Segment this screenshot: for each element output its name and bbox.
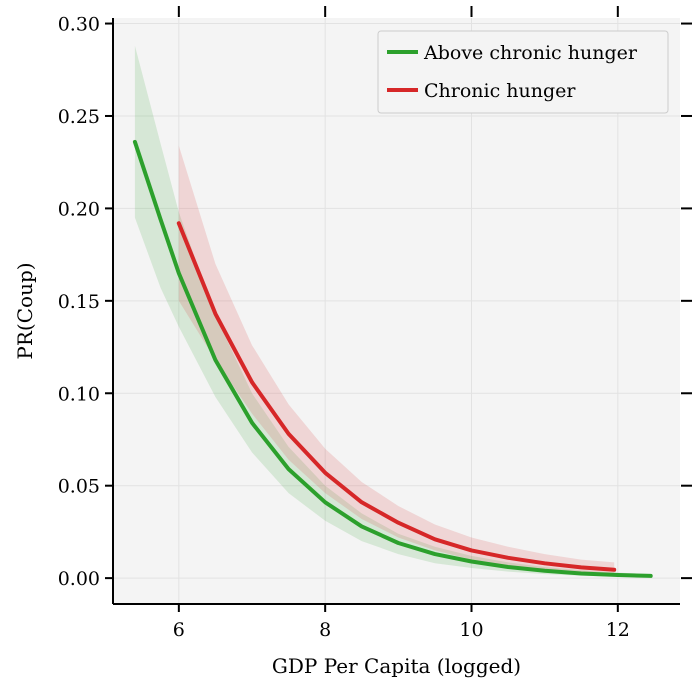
x-tick-labels: 6 8 10 12 [173,619,630,641]
legend-label-above-chronic-hunger: Above chronic hunger [423,42,638,64]
legend: Above chronic hunger Chronic hunger [377,30,669,114]
band-above-chronic-hunger [134,45,651,578]
x-axis-title: GDP Per Capita (logged) [272,654,521,678]
y-tick-label: 0.05 [58,476,100,498]
y-tick-label: 0.15 [58,291,100,313]
y-tick-label: 0.10 [58,383,100,405]
confidence-bands [134,45,651,578]
x-tick-label: 8 [319,619,331,641]
y-tick-label: 0.25 [58,106,100,128]
y-tick-label: 0.20 [58,198,100,220]
y-axis-title: PR(Coup) [13,262,37,359]
grid [113,18,680,604]
x-tick-label: 12 [606,619,630,641]
series-lines [132,139,653,578]
y-tick-labels: 0.00 0.05 0.10 0.15 0.20 0.25 0.30 [58,14,100,591]
y-tick-label: 0.00 [58,568,100,590]
line-chronic-hunger [176,221,617,572]
legend-box [377,30,669,114]
axes [105,6,692,612]
y-tick-label: 0.30 [58,14,100,36]
legend-label-chronic-hunger: Chronic hunger [424,80,576,102]
line-above-chronic-hunger [132,139,653,578]
x-tick-label: 6 [173,619,185,641]
x-tick-label: 10 [459,619,483,641]
